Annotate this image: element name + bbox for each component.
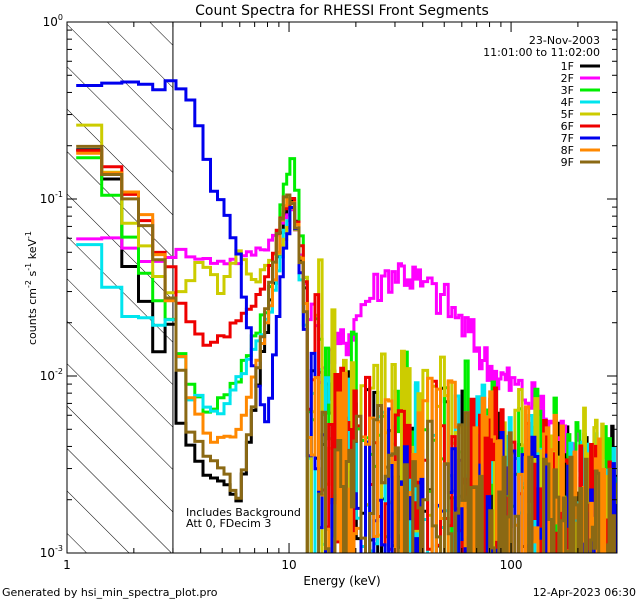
annotation-background: Includes Background	[186, 506, 301, 519]
y-axis-label-base: counts cm	[26, 288, 39, 345]
x-tick-label: 100	[500, 558, 523, 572]
time-range-label: 11:01:00 to 11:02:00	[483, 46, 600, 59]
legend-label-2F: 2F	[561, 72, 574, 85]
y-tick-label: 100	[43, 13, 63, 29]
y-axis-label-mid2: keV	[26, 239, 39, 263]
legend-label-8F: 8F	[561, 144, 574, 157]
chart-title: Count Spectra for RHESSI Front Segments	[195, 3, 489, 19]
legend-label-3F: 3F	[561, 84, 574, 97]
footer-timestamp: 12-Apr-2023 06:30	[533, 586, 636, 599]
series-line-9F	[76, 144, 616, 553]
legend-label-9F: 9F	[561, 156, 574, 169]
y-axis-label-sup2: -1	[24, 263, 33, 271]
y-axis-label: counts cm-2 s-1 keV-1	[24, 231, 39, 345]
y-axis-label-sup3: -1	[24, 231, 33, 239]
x-tick-label: 10	[281, 558, 296, 572]
series-lines	[76, 79, 617, 553]
plot-frame	[66, 21, 618, 554]
x-tick-label: 1	[63, 558, 71, 572]
legend-label-1F: 1F	[561, 60, 574, 73]
y-axis-label-sup1: -2	[24, 280, 33, 288]
y-tick-label: 10-1	[40, 190, 63, 206]
x-axis-label: Energy (keV)	[303, 574, 380, 588]
series-line-2F	[76, 208, 617, 493]
legend-label-6F: 6F	[561, 120, 574, 133]
y-axis: 100 10-1 10-2 10-3	[40, 13, 617, 560]
x-axis: 1 10 100	[63, 22, 618, 572]
legend-label-5F: 5F	[561, 108, 574, 121]
footer-generated-by: Generated by hsi_min_spectra_plot.pro	[2, 586, 218, 599]
legend-label-7F: 7F	[561, 132, 574, 145]
date-label: 23-Nov-2003	[529, 34, 600, 47]
annotation-attenuator: Att 0, FDecim 3	[186, 517, 271, 530]
y-tick-label: 10-2	[40, 367, 63, 383]
legend-label-4F: 4F	[561, 96, 574, 109]
y-tick-label: 10-3	[40, 544, 63, 560]
y-axis-label-mid1: s	[26, 270, 39, 279]
